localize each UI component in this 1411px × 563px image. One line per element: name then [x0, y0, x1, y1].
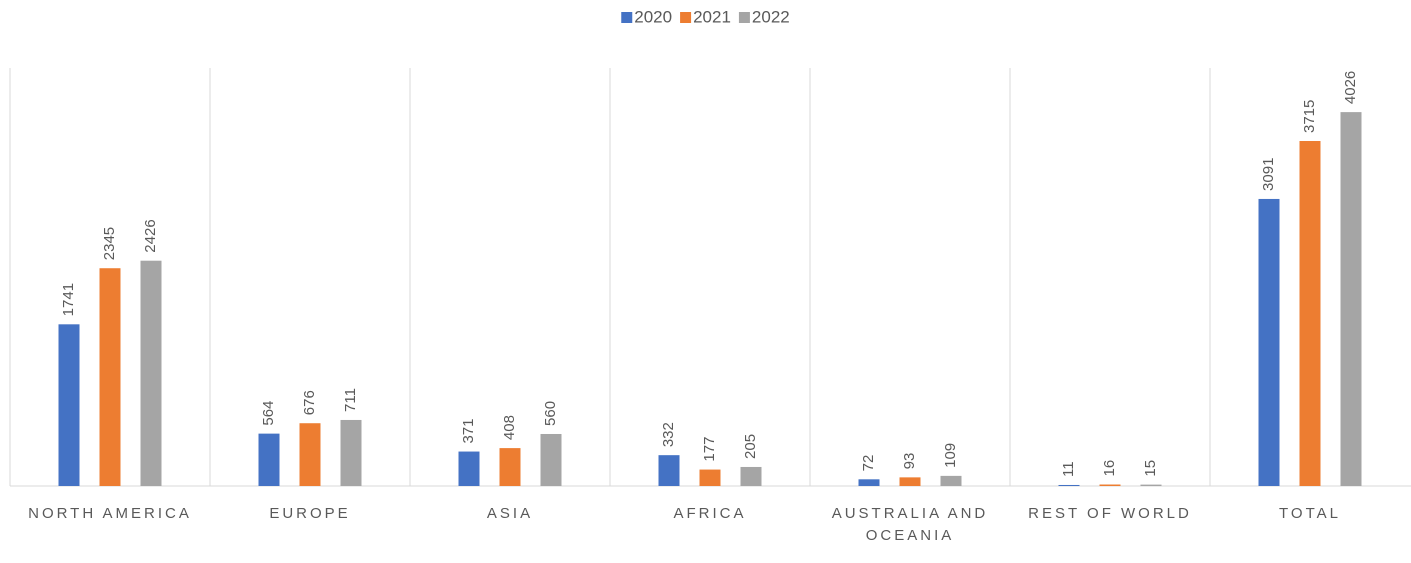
data-label: 2345 [101, 227, 118, 260]
legend-swatch [738, 12, 750, 23]
legend-swatch [621, 12, 633, 23]
data-label: 177 [701, 437, 718, 462]
data-label: 711 [342, 388, 359, 412]
bar [499, 448, 521, 486]
data-label: 16 [1101, 460, 1118, 477]
data-label: 2426 [142, 219, 159, 252]
bar [658, 455, 680, 486]
bar [699, 469, 721, 486]
bar [1299, 140, 1321, 486]
data-label: 371 [460, 419, 477, 444]
x-tick-label: EUROPE [269, 505, 351, 522]
bar [858, 479, 880, 486]
legend-label: 2020 [634, 7, 672, 26]
bar [1140, 484, 1162, 486]
bar [458, 451, 480, 486]
bar [1099, 484, 1121, 486]
bar [1340, 112, 1362, 486]
data-label: 109 [942, 443, 959, 468]
data-label: 11 [1060, 461, 1077, 477]
data-label: 72 [860, 455, 877, 472]
bar [58, 324, 80, 486]
data-label: 93 [901, 453, 918, 470]
x-tick-label: NORTH AMERICA [28, 505, 192, 522]
x-tick-label: AFRICA [673, 505, 747, 522]
bar [1258, 198, 1280, 486]
x-tick-label: REST OF WORLD [1028, 505, 1192, 522]
data-label: 332 [660, 422, 677, 447]
data-label: 408 [501, 415, 518, 440]
bar [740, 466, 762, 486]
bar [899, 477, 921, 486]
bar [1058, 484, 1080, 486]
legend-swatch [680, 12, 692, 23]
bar [540, 433, 562, 486]
data-label: 4026 [1342, 71, 1359, 104]
data-label: 15 [1142, 460, 1159, 477]
data-label: 1741 [60, 283, 77, 316]
bar [340, 419, 362, 486]
legend-label: 2021 [693, 7, 731, 26]
bar [140, 260, 162, 486]
x-tick-label: TOTAL [1279, 505, 1341, 522]
legend: 2020 2021 2022 [621, 7, 790, 26]
x-tick-label: AUSTRALIA AND OCEANIA [831, 505, 989, 544]
bar [299, 423, 321, 486]
data-label: 205 [742, 434, 759, 459]
data-label: 3715 [1301, 100, 1318, 133]
x-tick-label: ASIA [486, 505, 534, 522]
data-label: 560 [542, 401, 559, 426]
bar [258, 433, 280, 486]
data-label: 676 [301, 390, 318, 415]
data-label: 3091 [1260, 158, 1277, 191]
data-label: 564 [260, 401, 277, 426]
bar [940, 475, 962, 486]
bar [99, 268, 121, 486]
legend-label: 2022 [752, 7, 790, 26]
